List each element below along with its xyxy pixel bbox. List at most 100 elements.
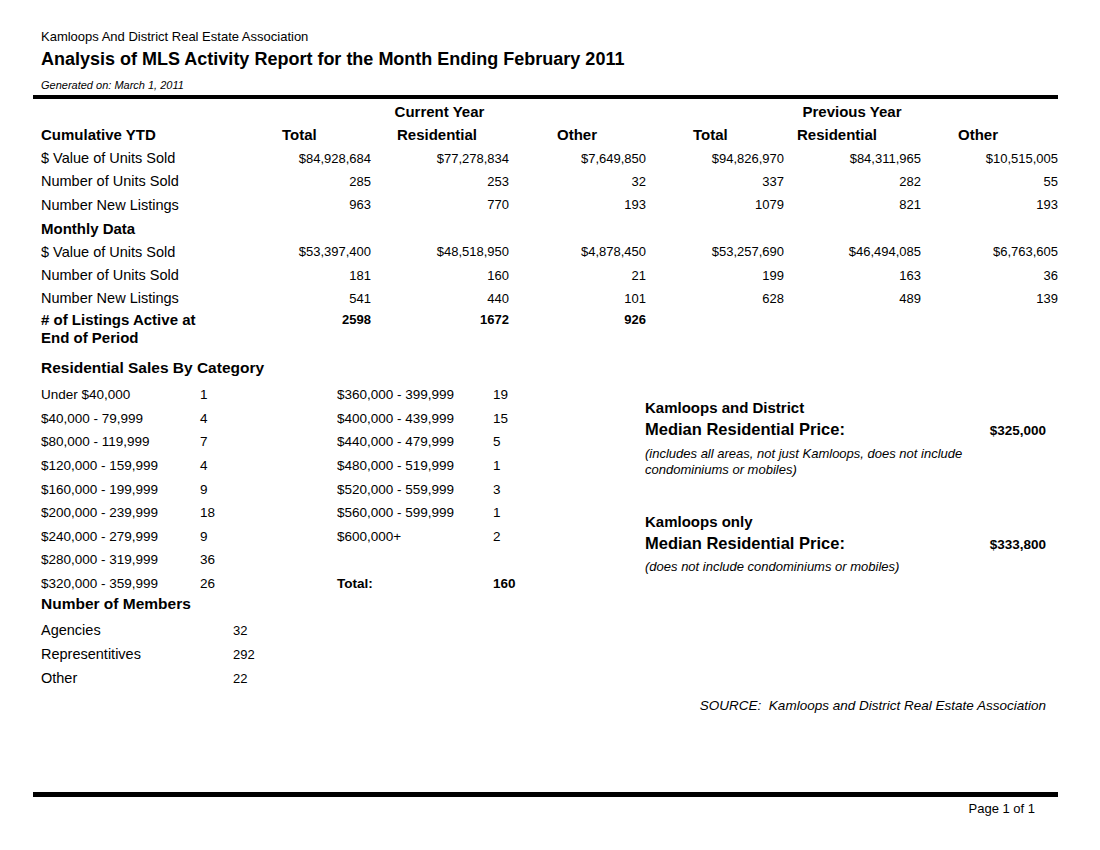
- cell-value: $4,878,450: [509, 244, 646, 259]
- category-count: 4: [200, 411, 337, 426]
- row-label: Number New Listings: [41, 197, 233, 213]
- cell-value: 193: [509, 197, 646, 212]
- member-count: 22: [233, 671, 323, 686]
- category-range: $360,000 - 399,999: [337, 387, 493, 402]
- district-median-heading: Kamloops and District: [645, 399, 1046, 416]
- bottom-rule: [33, 792, 1058, 797]
- row-label: $ Value of Units Sold: [41, 244, 233, 260]
- members-table: Agencies 32 Representitives 292 Other 22: [41, 618, 323, 690]
- report-page: Kamloops And District Real Estate Associ…: [0, 0, 1100, 850]
- member-type-label: Representitives: [41, 646, 233, 662]
- cell-value: 160: [371, 268, 509, 283]
- col-other-previous: Other: [921, 126, 1058, 143]
- previous-year-header: Previous Year: [646, 103, 1058, 120]
- generated-date: Generated on: March 1, 2011: [41, 79, 184, 91]
- row-label: Number of Units Sold: [41, 267, 233, 283]
- member-type-label: Other: [41, 670, 233, 686]
- monthly-data-header-row: Monthly Data: [41, 217, 1058, 240]
- cell-value: 253: [371, 174, 509, 189]
- cell-value: 193: [921, 197, 1058, 212]
- median-price-label: Median Residential Price:: [645, 420, 845, 439]
- members-section-title: Number of Members: [41, 595, 191, 613]
- category-range: Under $40,000: [41, 387, 200, 402]
- category-range: $200,000 - 239,999: [41, 505, 200, 520]
- cell-value: 55: [921, 174, 1058, 189]
- page-number: Page 1 of 1: [969, 801, 1036, 816]
- cell-value: $53,397,400: [233, 244, 371, 259]
- col-residential-current: Residential: [371, 126, 509, 143]
- cell-value: 163: [784, 268, 921, 283]
- cell-value: 2598: [233, 310, 371, 327]
- cell-value: 628: [646, 291, 784, 306]
- category-total-label: Total:: [337, 576, 493, 591]
- category-total-value: 160: [493, 576, 573, 591]
- col-total-previous: Total: [646, 126, 784, 143]
- top-rule: [33, 95, 1058, 99]
- cumulative-ytd-header: Cumulative YTD: [41, 126, 233, 143]
- report-title: Analysis of MLS Activity Report for the …: [41, 49, 624, 70]
- kamloops-median-note: (does not include condominiums or mobile…: [645, 559, 1020, 575]
- category-section-title: Residential Sales By Category: [41, 359, 264, 377]
- member-count: 32: [233, 623, 323, 638]
- category-range: $400,000 - 439,999: [337, 411, 493, 426]
- cell-value: $84,928,684: [233, 151, 371, 166]
- cell-value: 285: [233, 174, 371, 189]
- cell-value: 181: [233, 268, 371, 283]
- cell-value: 1672: [371, 310, 509, 327]
- category-range: $520,000 - 559,999: [337, 482, 493, 497]
- cell-value: 282: [784, 174, 921, 189]
- cell-value: 139: [921, 291, 1058, 306]
- category-range: $40,000 - 79,999: [41, 411, 200, 426]
- active-listings-row: # of Listings Active at End of Period 25…: [41, 310, 1058, 356]
- monthly-data-header: Monthly Data: [41, 220, 233, 237]
- cell-value: 770: [371, 197, 509, 212]
- category-range: $160,000 - 199,999: [41, 482, 200, 497]
- table-row: $ Value of Units Sold $53,397,400 $48,51…: [41, 240, 1058, 263]
- category-count: 36: [200, 552, 337, 567]
- category-count: 2: [493, 529, 573, 544]
- kamloops-median-heading: Kamloops only: [645, 513, 1046, 530]
- category-count: 26: [200, 576, 337, 591]
- org-name: Kamloops And District Real Estate Associ…: [41, 29, 308, 44]
- current-year-header: Current Year: [233, 103, 646, 120]
- category-range: $80,000 - 119,999: [41, 434, 200, 449]
- category-range: $320,000 - 359,999: [41, 576, 200, 591]
- cell-value: 337: [646, 174, 784, 189]
- cell-value: 101: [509, 291, 646, 306]
- category-count: 9: [200, 482, 337, 497]
- source-line: SOURCE: Kamloops and District Real Estat…: [700, 698, 1046, 713]
- table-row: Number New Listings 963 770 193 1079 821…: [41, 193, 1058, 216]
- cell-value: $53,257,690: [646, 244, 784, 259]
- category-range: $120,000 - 159,999: [41, 458, 200, 473]
- district-median-row: Median Residential Price: $325,000: [645, 420, 1046, 439]
- category-range: $440,000 - 479,999: [337, 434, 493, 449]
- row-label: Number of Units Sold: [41, 173, 233, 189]
- category-range: $480,000 - 519,999: [337, 458, 493, 473]
- active-listings-label-line2: End of Period: [41, 329, 233, 347]
- median-price-value: $325,000: [990, 423, 1046, 438]
- category-count: 9: [200, 529, 337, 544]
- cell-value: 541: [233, 291, 371, 306]
- cell-value: $84,311,965: [784, 151, 921, 166]
- category-count: 1: [200, 387, 337, 402]
- cell-value: 963: [233, 197, 371, 212]
- member-type-label: Agencies: [41, 622, 233, 638]
- cell-value: $10,515,005: [921, 151, 1058, 166]
- category-count: 5: [493, 434, 573, 449]
- member-count: 292: [233, 647, 323, 662]
- cell-value: 32: [509, 174, 646, 189]
- cell-value: 926: [509, 310, 646, 327]
- district-median-note: (includes all areas, not just Kamloops, …: [645, 446, 1020, 478]
- table-row: Number of Units Sold 181 160 21 199 163 …: [41, 263, 1058, 286]
- col-other-current: Other: [509, 126, 646, 143]
- table-row: Number of Units Sold 285 253 32 337 282 …: [41, 170, 1058, 193]
- table-row: Number New Listings 541 440 101 628 489 …: [41, 287, 1058, 310]
- category-table: Under $40,000 1 $360,000 - 399,999 19 $4…: [41, 383, 573, 595]
- cell-value: $48,518,950: [371, 244, 509, 259]
- activity-table: Current Year Previous Year Cumulative YT…: [41, 100, 1058, 356]
- category-count: 18: [200, 505, 337, 520]
- year-group-row: Current Year Previous Year: [41, 100, 1058, 123]
- category-range: $600,000+: [337, 529, 493, 544]
- category-range: $240,000 - 279,999: [41, 529, 200, 544]
- kamloops-median-row: Median Residential Price: $333,800: [645, 534, 1046, 553]
